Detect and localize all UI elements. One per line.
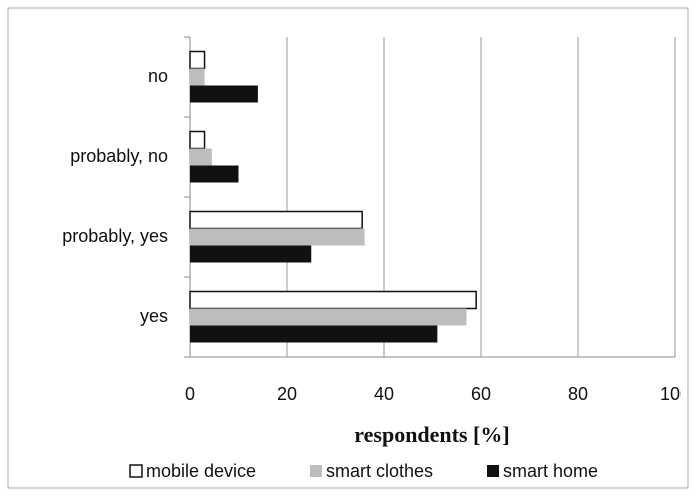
legend-label: smart home xyxy=(503,461,598,481)
y-tick-label: probably, no xyxy=(70,146,168,166)
legend-swatch xyxy=(487,465,499,477)
bar xyxy=(190,245,312,263)
x-axis-title: respondents [%] xyxy=(354,422,509,447)
bar xyxy=(190,148,212,166)
bar xyxy=(190,85,258,103)
legend-swatch xyxy=(310,465,322,477)
bar xyxy=(189,210,363,230)
bar xyxy=(189,50,206,70)
x-tick-label: 40 xyxy=(374,384,394,404)
bar xyxy=(190,308,467,326)
x-tick-label: 0 xyxy=(185,384,195,404)
x-tick-label: 60 xyxy=(471,384,491,404)
x-tick-label: 100 xyxy=(660,384,690,404)
legend-swatch xyxy=(129,464,143,478)
x-tick-label: 20 xyxy=(277,384,297,404)
legend-label: mobile device xyxy=(146,461,256,481)
y-tick-label: no xyxy=(148,66,168,86)
y-tick-label: yes xyxy=(140,306,168,326)
bar xyxy=(189,130,206,150)
bar xyxy=(190,325,438,343)
bar xyxy=(190,68,205,86)
bar xyxy=(190,228,365,246)
x-tick-label: 80 xyxy=(568,384,588,404)
legend-label: smart clothes xyxy=(326,461,433,481)
chart-frame xyxy=(7,7,689,489)
y-tick-label: probably, yes xyxy=(62,226,168,246)
bar xyxy=(190,165,239,183)
bar xyxy=(189,290,477,310)
plot: 0 20 40 60 80 100 no probably, no probably, yes y… xyxy=(62,36,690,404)
